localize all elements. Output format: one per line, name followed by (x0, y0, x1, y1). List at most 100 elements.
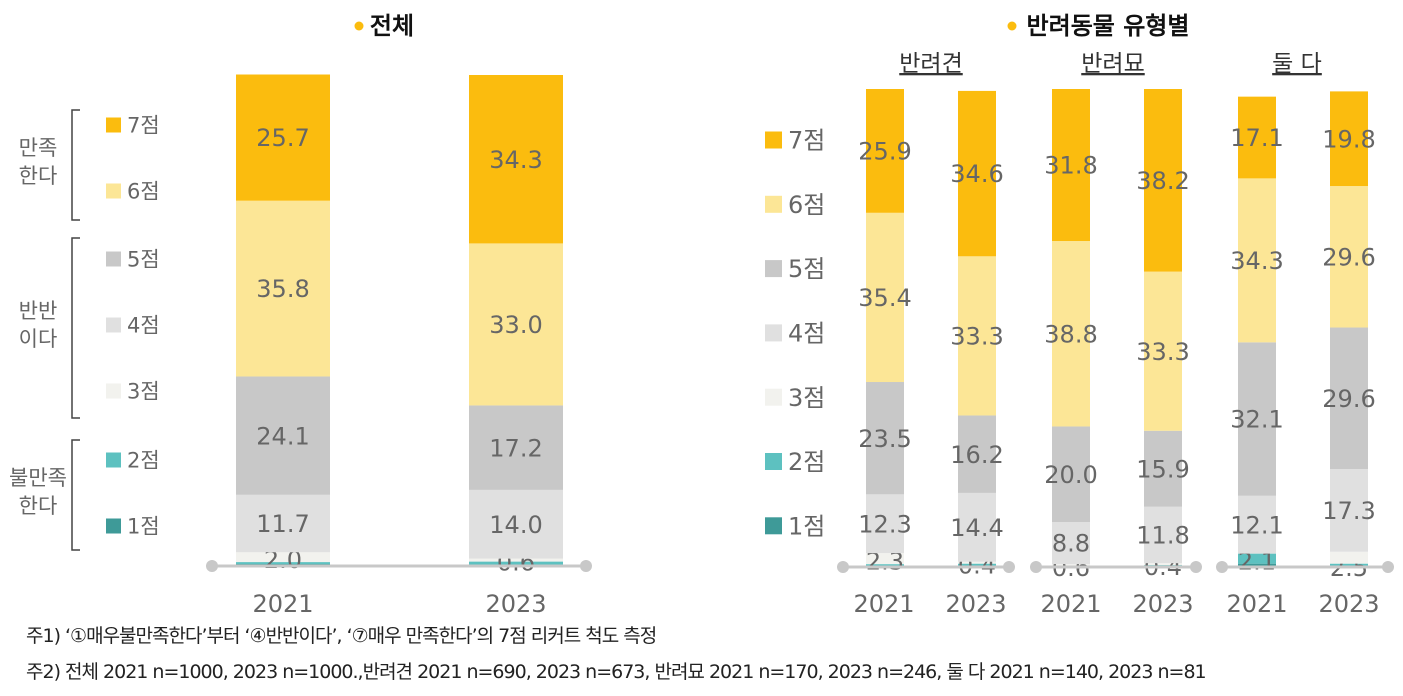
data-label: 38.2 (1136, 167, 1189, 195)
bar-segment-5점 (236, 376, 330, 495)
data-label: 29.6 (1322, 243, 1375, 271)
bar-segment-4점 (1052, 522, 1090, 565)
x-tick-label: 2023 (1318, 590, 1379, 618)
legend-group-label: 이다 (19, 327, 58, 351)
footnote-2: 주2) 전체 2021 n=1000, 2023 n=1000.,반려견 202… (26, 661, 1207, 683)
bar-segment-3점 (236, 552, 330, 563)
legend-swatch-6점 (106, 183, 121, 199)
bar-segment-4점 (236, 494, 330, 553)
legend-bracket (71, 237, 80, 419)
group-heading: 반려견 (899, 51, 962, 77)
bar-segment-7점 (1052, 89, 1090, 242)
data-label: 25.9 (858, 138, 911, 166)
bar-segment-6점 (1238, 178, 1276, 343)
bar-segment-2점 (958, 563, 996, 566)
bar-segment-5점 (1144, 430, 1182, 507)
data-label: 12.1 (1230, 511, 1283, 539)
legend-label: 1점 (788, 512, 825, 540)
axis-end-dot (1003, 561, 1015, 573)
legend-label: 7점 (127, 114, 160, 138)
bar-segment-4점 (469, 489, 563, 559)
legend-swatch-4점 (106, 317, 121, 333)
legend-label: 4점 (788, 320, 825, 348)
legend-swatch-1점 (106, 518, 121, 534)
bar-segment-7점 (469, 75, 563, 244)
legend-swatch-1점 (765, 517, 782, 535)
axis-end-dot (206, 560, 218, 572)
axis-end-dot (1382, 561, 1394, 573)
bar-segment-5점 (1330, 327, 1368, 470)
legend-swatch-7점 (106, 117, 121, 133)
x-tick-label: 2021 (252, 590, 313, 618)
legend-swatch-6점 (765, 195, 782, 213)
legend-swatch-7점 (765, 131, 782, 149)
legend-label: 1점 (127, 515, 160, 539)
data-label: 33.0 (489, 311, 542, 339)
axis-end-dot (1030, 561, 1042, 573)
legend-label: 2점 (788, 448, 825, 476)
chart-title: 반려동물 유형별 (1027, 12, 1190, 40)
bar-segment-5점 (469, 405, 563, 490)
data-label: 15.9 (1136, 455, 1189, 483)
bar-segment-5점 (1052, 426, 1090, 523)
bar-segment-3점 (469, 558, 563, 562)
x-tick-label: 2023 (1132, 590, 1193, 618)
x-tick-label: 2021 (1226, 590, 1287, 618)
bar-segment-6점 (866, 212, 904, 383)
legend-label: 6점 (127, 180, 160, 204)
data-label: 16.2 (950, 441, 1003, 469)
legend-swatch-2점 (106, 452, 121, 468)
data-label: 34.3 (1230, 247, 1283, 275)
x-tick-label: 2023 (945, 590, 1006, 618)
bar-segment-2점 (1238, 553, 1276, 564)
bar-segment-7점 (236, 74, 330, 201)
axis-end-dot (1216, 561, 1228, 573)
bar-segment-3점 (1330, 551, 1368, 564)
bar-segment-6점 (1144, 271, 1182, 431)
data-label: 25.7 (256, 124, 309, 152)
bar-segment-4점 (958, 492, 996, 562)
x-tick-label: 2023 (485, 590, 546, 618)
data-label: 35.8 (256, 275, 309, 303)
bar-segment-4점 (1144, 506, 1182, 564)
legend-group-label: 불만족 (9, 466, 67, 490)
data-label: 35.4 (858, 284, 911, 312)
bar-segment-7점 (1238, 96, 1276, 179)
legend-label: 6점 (788, 191, 825, 219)
legend-label: 3점 (788, 384, 825, 412)
group-heading: 둘 다 (1272, 51, 1322, 77)
bar-segment-2점 (469, 561, 563, 565)
legend-group-label: 한다 (19, 494, 58, 518)
bar-segment-6점 (958, 256, 996, 416)
data-label: 8.8 (1052, 530, 1090, 558)
data-label: 23.5 (858, 425, 911, 453)
bar-segment-5점 (958, 415, 996, 493)
data-label: 11.7 (256, 510, 309, 538)
bar-segment-3점 (1144, 563, 1182, 566)
legend-swatch-3점 (765, 388, 782, 406)
bar-segment-2점 (1330, 563, 1368, 567)
legend-swatch-5점 (106, 251, 121, 267)
data-label: 19.8 (1322, 125, 1375, 153)
bar-segment-6점 (469, 243, 563, 406)
bar-segment-7점 (958, 90, 996, 257)
legend-label: 3점 (127, 380, 160, 404)
data-label: 17.3 (1322, 497, 1375, 525)
bar-segment-7점 (1144, 89, 1182, 272)
bar-segment-3점 (866, 553, 904, 565)
bar-segment-6점 (236, 200, 330, 377)
bar-segment-6점 (1330, 186, 1368, 328)
axis-end-dot (837, 561, 849, 573)
data-label: 33.3 (1136, 338, 1189, 366)
data-label: 34.3 (489, 146, 542, 174)
bar-segment-4점 (866, 494, 904, 554)
data-label: 12.3 (858, 510, 911, 538)
bar-segment-3점 (958, 561, 996, 564)
title-bullet-icon (354, 21, 364, 31)
data-label: 14.4 (950, 514, 1003, 542)
axis-end-dot (580, 560, 592, 572)
data-label: 24.1 (256, 422, 309, 450)
legend-label: 7점 (788, 127, 825, 155)
bar-segment-7점 (866, 89, 904, 213)
